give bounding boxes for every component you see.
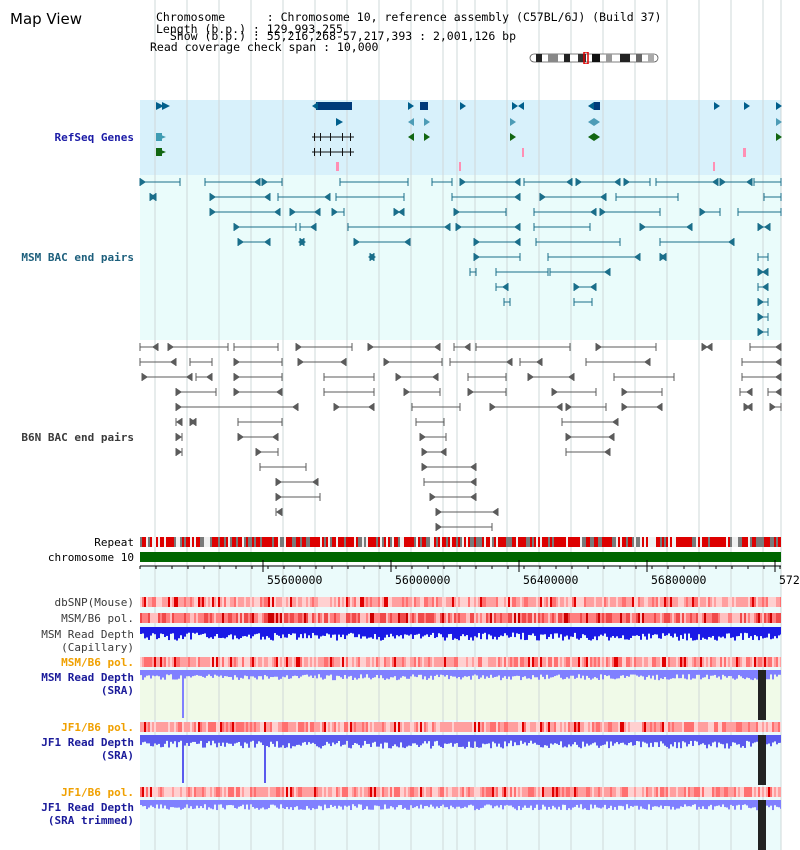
msm-read-depth-sra-track [140,670,781,720]
axis-tick-label: 55600000 [267,573,323,587]
jf1-read-depth-trim-label: JF1 Read Depth (SRA trimmed) [0,801,134,827]
msm-b6-pol-label-2: MSM/B6 pol. [61,656,134,669]
msm-bac-end-pairs-track[interactable] [0,0,800,345]
msm-bac-track-bg [140,175,781,340]
refseq-genes-label: RefSeq Genes [54,131,134,144]
axis-tick-label: 56800000 [651,573,707,587]
msm-read-depth-sra-line1: MSM Read Depth [41,671,134,684]
msm-read-depth-sra-label: MSM Read Depth (SRA) [0,671,134,697]
msm-b6-pol-heat-track-1 [140,613,781,623]
axis-tick-label: 5726 [779,573,800,587]
show-range-info: Show (b.p.) : 55,216,268-57,217,393 : 2,… [156,29,517,43]
chromosome-ideogram[interactable] [528,52,660,64]
length-info: Length (b.p.) : 129,993,255 [156,22,343,36]
jf1-b6-pol-heat-track-2 [140,787,781,797]
repeat-label: Repeat [94,536,134,549]
msm-read-depth-sra-line2: (SRA) [100,684,134,697]
jf1-read-depth-trim-line1: JF1 Read Depth [41,801,134,814]
jf1-read-depth-trim-track [140,800,781,850]
b6n-bac-label: B6N BAC end pairs [21,431,134,444]
dbsnp-label: dbSNP(Mouse) [54,596,134,609]
position-axis [139,560,781,572]
msm-read-depth-cap-track [140,627,781,641]
msm-b6-pol-label-1: MSM/B6 pol. [61,612,134,625]
chromosome-info: Chromosome : Chromosome 10, reference as… [156,10,662,24]
axis-tick-label: 56000000 [395,573,451,587]
map-view-title: Map View [10,10,83,28]
chromosome-bar [140,552,781,562]
msm-read-depth-cap-line1: MSM Read Depth [41,628,134,641]
dbsnp-heat-track [140,597,781,607]
refseq-genes-track[interactable] [0,0,800,175]
refseq-gene-features[interactable] [156,102,782,171]
jf1-read-depth-trim-line2: (SRA trimmed) [47,814,134,827]
jf1-read-depth-sra-label: JF1 Read Depth (SRA) [0,736,134,762]
jf1-read-depth-sra-line1: JF1 Read Depth [41,736,134,749]
msm-b6-pol-heat-track-2 [140,657,781,667]
chromosome-label: chromosome 10 [47,551,134,564]
msm-read-depth-cap-line2: (Capillary) [61,641,134,654]
repeat-bar [140,537,781,547]
b6n-bac-end-pairs-track[interactable] [0,0,800,535]
msm-read-depth-cap-label: MSM Read Depth (Capillary) [0,628,134,654]
jf1-b6-pol-heat-track-1 [140,722,781,732]
coverage-span-info: Read coverage check span : 10,000 [150,40,379,54]
msm-bac-label: MSM BAC end pairs [21,251,134,264]
jf1-b6-pol-label-2: JF1/B6 pol. [61,786,134,799]
axis-tick-label: 56400000 [523,573,579,587]
jf1-read-depth-sra-track [140,735,781,785]
jf1-read-depth-sra-line2: (SRA) [100,749,134,762]
jf1-b6-pol-label-1: JF1/B6 pol. [61,721,134,734]
